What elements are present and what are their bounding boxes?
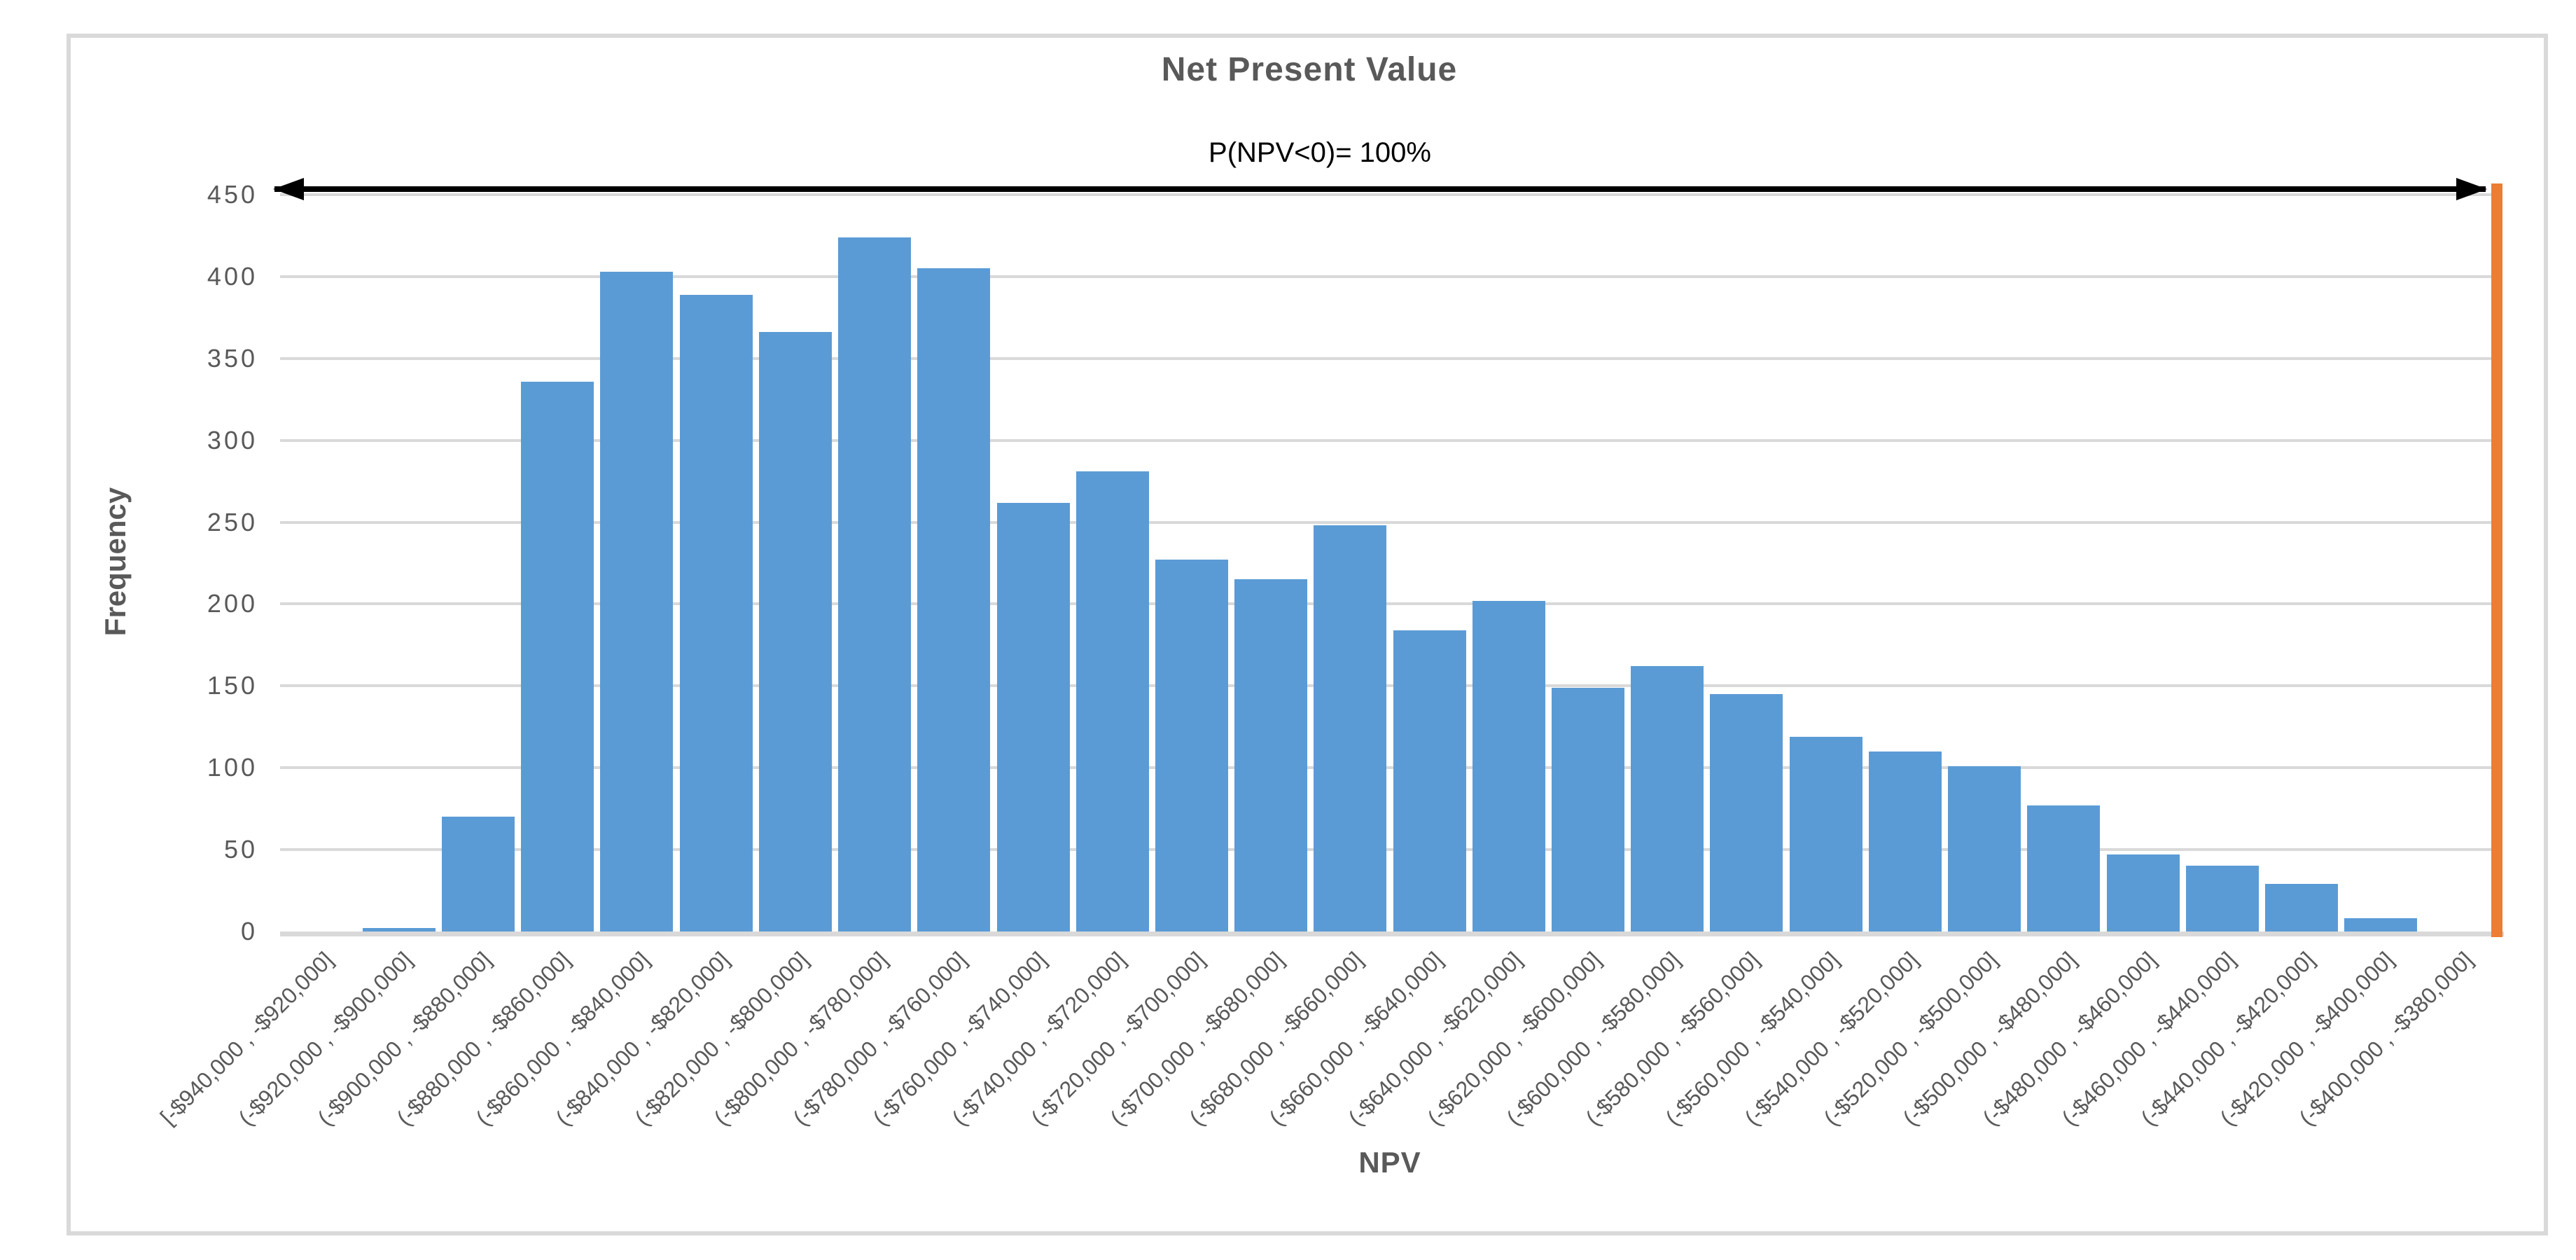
histogram-bar xyxy=(1869,752,1942,932)
histogram-bar xyxy=(1473,601,1545,932)
histogram-bar xyxy=(2344,918,2417,932)
npv-threshold-line xyxy=(2491,184,2502,937)
histogram-bar xyxy=(1631,666,1704,932)
histogram-bar xyxy=(2027,805,2100,932)
histogram-bar xyxy=(600,272,673,932)
y-tick-label: 300 xyxy=(207,425,258,455)
gridline xyxy=(280,356,2500,360)
histogram-bar xyxy=(997,503,1070,932)
histogram-bar xyxy=(442,817,515,932)
histogram-bar xyxy=(1393,630,1466,932)
gridline xyxy=(280,766,2500,770)
y-tick-label: 250 xyxy=(207,507,258,536)
histogram-bar xyxy=(2186,866,2259,932)
y-tick-label: 350 xyxy=(207,343,258,373)
histogram-bar xyxy=(1314,525,1386,932)
histogram-bar xyxy=(1234,579,1307,932)
y-tick-label: 200 xyxy=(207,589,258,618)
histogram-bar xyxy=(759,332,832,932)
gridline xyxy=(280,848,2500,852)
histogram-bar xyxy=(521,382,594,932)
probability-annotation: P(NPV<0)= 100% xyxy=(1209,137,1431,168)
histogram-bar xyxy=(838,237,911,932)
histogram-bar xyxy=(363,928,436,932)
y-tick-label: 450 xyxy=(207,180,258,209)
x-axis-title: NPV xyxy=(1358,1146,1421,1179)
arrow-right-head xyxy=(2456,178,2487,200)
arrow-left-head xyxy=(273,178,304,200)
y-tick-label: 100 xyxy=(207,753,258,782)
histogram-bar xyxy=(1155,560,1228,932)
probability-arrow-line xyxy=(274,186,2486,192)
gridline xyxy=(280,684,2500,688)
histogram-bar xyxy=(917,268,990,932)
gridline xyxy=(280,602,2500,606)
x-axis-line xyxy=(280,932,2504,936)
y-axis-title: Frequency xyxy=(99,487,132,637)
gridline xyxy=(280,438,2500,442)
histogram-bar xyxy=(1552,688,1624,932)
chart-title: Net Present Value xyxy=(1161,51,1458,88)
y-tick-label: 50 xyxy=(223,835,258,864)
y-tick-label: 400 xyxy=(207,261,258,291)
histogram-bar xyxy=(1710,694,1783,932)
y-tick-label: 150 xyxy=(207,671,258,700)
gridline xyxy=(280,520,2500,524)
histogram-bar xyxy=(2265,884,2338,932)
histogram-bar xyxy=(1948,766,2021,932)
histogram-bar xyxy=(1790,737,1863,932)
histogram-bar xyxy=(2107,854,2180,932)
y-tick-label: 0 xyxy=(240,917,258,946)
chart-border xyxy=(67,34,2548,1235)
gridline xyxy=(280,193,2500,196)
gridline xyxy=(280,275,2500,278)
histogram-bar xyxy=(680,295,753,932)
histogram-bar xyxy=(1076,471,1149,932)
